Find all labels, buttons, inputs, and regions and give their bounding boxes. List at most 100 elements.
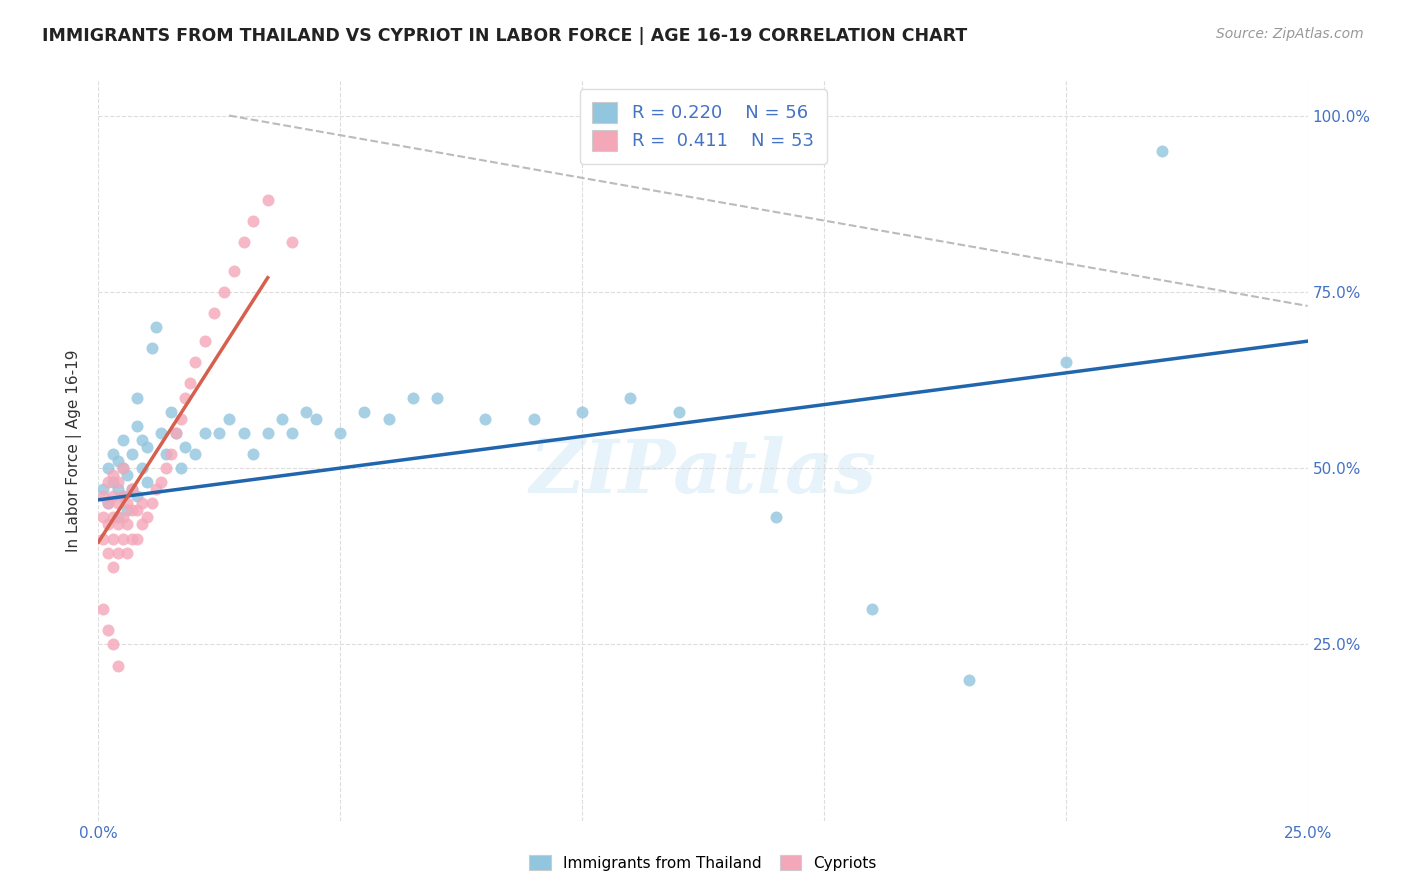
Point: [97, 517, 120, 532]
Point: [179, 376, 201, 391]
Point: [97, 475, 120, 490]
Point: [117, 517, 139, 532]
Point: [121, 532, 143, 546]
Point: [131, 433, 153, 447]
Point: [1054, 355, 1077, 369]
Point: [145, 320, 167, 334]
Point: [91, 489, 114, 503]
Point: [141, 496, 163, 510]
Point: [121, 482, 143, 496]
Point: [571, 405, 593, 419]
Point: [150, 425, 173, 440]
Point: [91, 532, 114, 546]
Point: [523, 411, 546, 425]
Point: [101, 468, 124, 483]
Point: [160, 447, 183, 461]
Point: [295, 405, 318, 419]
Point: [212, 285, 235, 299]
Point: [194, 425, 217, 440]
Point: [222, 263, 245, 277]
Point: [111, 489, 134, 503]
Text: IMMIGRANTS FROM THAILAND VS CYPRIOT IN LABOR FORCE | AGE 16-19 CORRELATION CHART: IMMIGRANTS FROM THAILAND VS CYPRIOT IN L…: [42, 27, 967, 45]
Point: [97, 496, 120, 510]
Point: [101, 559, 124, 574]
Point: [97, 461, 120, 475]
Point: [111, 532, 134, 546]
Legend: R = 0.220    N = 56, R =  0.411    N = 53: R = 0.220 N = 56, R = 0.411 N = 53: [579, 89, 827, 163]
Point: [111, 433, 134, 447]
Point: [765, 510, 787, 524]
Point: [131, 461, 153, 475]
Point: [145, 482, 167, 496]
Point: [101, 447, 124, 461]
Point: [101, 475, 124, 490]
Point: [474, 411, 496, 425]
Point: [107, 658, 129, 673]
Point: [121, 503, 143, 517]
Legend: Immigrants from Thailand, Cypriots: Immigrants from Thailand, Cypriots: [520, 846, 886, 880]
Point: [117, 496, 139, 510]
Point: [271, 411, 294, 425]
Point: [232, 235, 254, 250]
Point: [184, 447, 207, 461]
Point: [281, 235, 304, 250]
Point: [169, 461, 191, 475]
Point: [117, 468, 139, 483]
Point: [97, 496, 120, 510]
Point: [121, 447, 143, 461]
Point: [208, 425, 231, 440]
Point: [155, 447, 177, 461]
Point: [281, 425, 304, 440]
Point: [141, 341, 163, 355]
Text: Source: ZipAtlas.com: Source: ZipAtlas.com: [1216, 27, 1364, 41]
Point: [957, 673, 980, 687]
Y-axis label: In Labor Force | Age 16-19: In Labor Force | Age 16-19: [66, 349, 83, 552]
Point: [107, 454, 129, 468]
Point: [101, 489, 124, 503]
Point: [860, 602, 883, 616]
Point: [121, 482, 143, 496]
Point: [111, 510, 134, 524]
Point: [218, 411, 240, 425]
Point: [117, 546, 139, 560]
Point: [174, 391, 197, 405]
Point: [107, 496, 129, 510]
Point: [107, 546, 129, 560]
Point: [127, 503, 149, 517]
Point: [204, 306, 226, 320]
Point: [194, 334, 217, 348]
Text: ZIPatlas: ZIPatlas: [530, 436, 876, 509]
Point: [135, 475, 157, 490]
Point: [111, 489, 134, 503]
Point: [127, 418, 149, 433]
Point: [107, 510, 129, 524]
Point: [97, 546, 120, 560]
Point: [668, 405, 690, 419]
Point: [155, 461, 177, 475]
Point: [160, 405, 183, 419]
Point: [135, 510, 157, 524]
Point: [169, 411, 191, 425]
Point: [135, 440, 157, 454]
Point: [184, 355, 207, 369]
Point: [127, 532, 149, 546]
Point: [377, 411, 399, 425]
Point: [111, 461, 134, 475]
Point: [619, 391, 641, 405]
Point: [242, 447, 264, 461]
Point: [150, 475, 173, 490]
Point: [127, 391, 149, 405]
Point: [97, 624, 120, 638]
Point: [131, 496, 153, 510]
Point: [101, 510, 124, 524]
Point: [127, 489, 149, 503]
Point: [165, 425, 187, 440]
Point: [117, 503, 139, 517]
Point: [111, 461, 134, 475]
Point: [165, 425, 187, 440]
Point: [305, 411, 328, 425]
Point: [101, 637, 124, 651]
Point: [426, 391, 449, 405]
Point: [91, 510, 114, 524]
Point: [101, 532, 124, 546]
